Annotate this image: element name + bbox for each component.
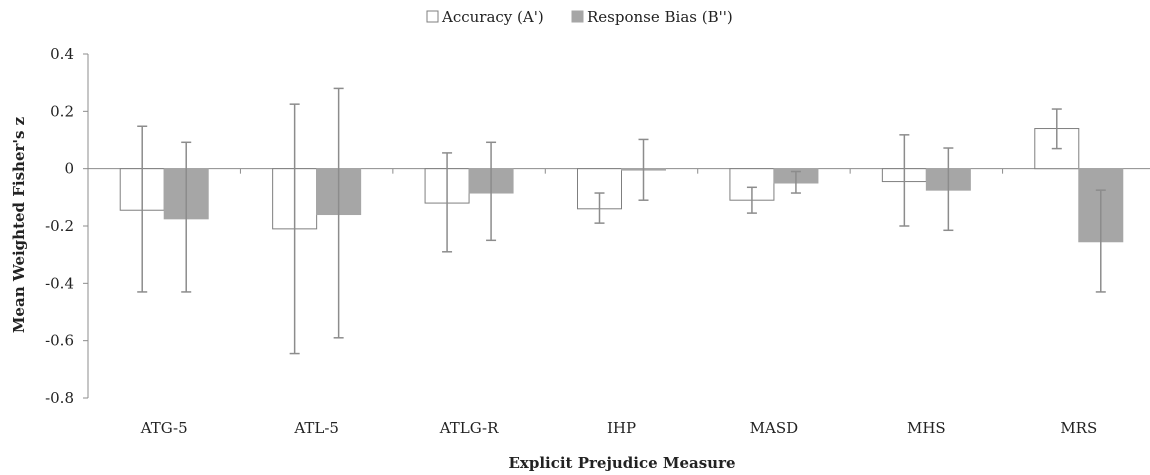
x-tick-label: ATG-5 — [140, 419, 188, 437]
plot-area: 0.4 0.2 0 -0.2 -0.4 -0.6 -0.8 ATG-5 ATL-5 ATLG-R I… — [45, 45, 1150, 437]
y-axis-label: Mean Weighted Fisher's z — [10, 116, 28, 333]
y-tick-label: 0.2 — [50, 102, 74, 120]
x-tick-label: IHP — [607, 419, 636, 437]
x-tick-label: ATLG-R — [439, 419, 499, 437]
y-tick-label: -0.6 — [45, 332, 74, 350]
legend-response-bias-swatch — [571, 10, 584, 23]
legend-accuracy-label: Accuracy (A') — [441, 8, 544, 26]
y-tick-label: 0.4 — [50, 45, 74, 63]
y-tick-label: -0.4 — [45, 274, 74, 292]
x-tick-label: MHS — [907, 419, 946, 437]
y-tick-label: 0 — [64, 160, 74, 178]
x-tick-label: MASD — [750, 419, 799, 437]
legend-response-bias-label: Response Bias (B'') — [587, 8, 733, 26]
y-tick-label: -0.2 — [45, 217, 74, 235]
legend: Accuracy (A') Response Bias (B'') — [426, 8, 733, 26]
x-axis-label: Explicit Prejudice Measure — [508, 454, 735, 472]
x-tick-label: ATL-5 — [293, 419, 339, 437]
legend-accuracy-swatch — [426, 10, 439, 23]
x-tick-label: MRS — [1060, 419, 1097, 437]
y-tick-label: -0.8 — [45, 389, 74, 407]
